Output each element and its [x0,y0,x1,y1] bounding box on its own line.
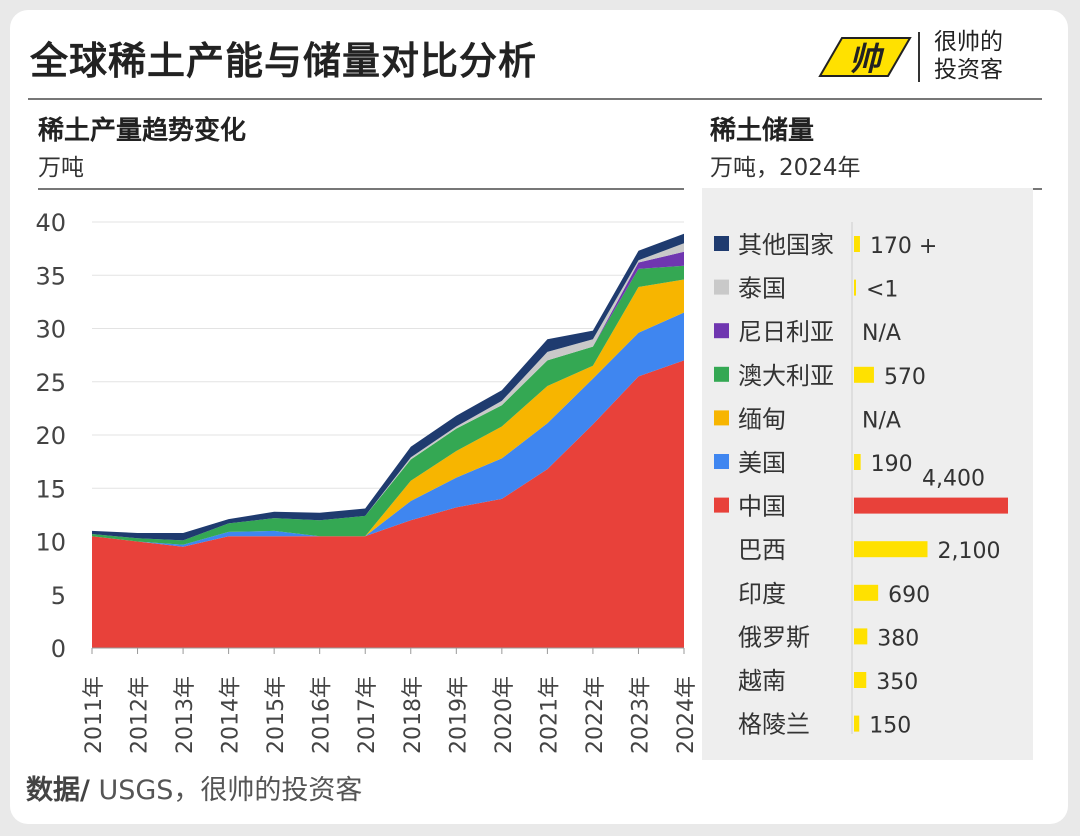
reserve-value-label: N/A [862,321,901,346]
legend-swatch-thailand [714,279,729,295]
legend-swatch-myanmar [714,410,729,426]
reserve-value-label: 2,100 [938,539,1001,564]
right-panel-unit: 万吨，2024年 [710,155,861,181]
reserve-bar [854,236,860,252]
x-tick-label: 2021年 [537,676,562,754]
x-tick-label: 2012年 [128,676,153,754]
reserve-value-label: <1 [866,278,898,303]
reserve-value-label: 190 [871,452,913,477]
reserve-value-label: 350 [876,670,918,695]
x-tick-label: 2024年 [674,676,699,754]
x-tick-label: 2015年 [264,676,289,754]
reserve-value-label: 4,400 [922,467,985,492]
reserve-country-label: 其他国家 [738,231,834,259]
right-panel-title: 稀土储量 [710,116,815,146]
brand-line-1: 很帅的 [934,29,1003,55]
reserve-country-label: 俄罗斯 [738,623,810,651]
reserve-value-label: 380 [877,626,919,651]
reserve-country-label: 美国 [738,449,786,477]
x-tick-label: 2018年 [401,676,426,754]
title-rule [28,98,1042,100]
reserve-bar [854,454,861,470]
y-tick-label: 15 [35,475,66,503]
legend-swatch-china [714,497,729,513]
brand-logo: 帅 很帅的 投资客 [812,26,1042,90]
legend-swatch-australia [714,366,729,382]
page-title: 全球稀土产能与储量对比分析 [30,39,538,83]
x-tick-label: 2022年 [583,676,608,754]
x-tick-label: 2011年 [82,676,107,754]
y-tick-label: 0 [51,635,66,663]
reserve-value-label: 690 [888,583,930,608]
source-note: 数据/ USGS，很帅的投资客 [26,768,362,807]
x-tick-label: 2020年 [492,676,517,754]
source-label: 数据/ [26,775,90,806]
reserve-country-label: 澳大利亚 [738,362,834,390]
source-text: USGS，很帅的投资客 [98,775,363,806]
y-tick-label: 40 [35,209,66,237]
x-tick-label: 2014年 [219,676,244,754]
y-tick-label: 30 [35,316,66,344]
reserve-country-label: 尼日利亚 [738,318,834,346]
brand-emblem-text: 帅 [849,40,885,78]
reserve-bar [854,279,856,296]
area-australia [92,265,684,545]
reserve-bar [854,584,879,601]
brand-emblem-icon: 帅 [818,37,912,78]
reserve-bar [854,715,860,732]
x-tick-label: 2013年 [173,676,198,754]
reserve-country-label: 巴西 [738,536,786,564]
left-panel-title: 稀土产量趋势变化 [38,116,247,146]
area-other [92,233,684,541]
reserve-country-label: 印度 [738,580,786,608]
brand-line-2: 投资客 [934,57,1003,83]
reserve-bar [854,672,867,688]
reserve-bar [854,628,868,645]
reserve-country-label: 缅甸 [738,405,786,433]
area-china [92,360,684,648]
x-tick-label: 2017年 [355,676,380,754]
x-tick-label: 2019年 [446,676,471,754]
reserve-country-label: 中国 [738,493,786,521]
legend-swatch-other [714,236,729,251]
y-tick-label: 20 [35,422,66,450]
reserves-panel-bg [702,188,1033,760]
legend-swatch-usa [714,454,729,469]
left-panel-unit: 万吨 [38,155,84,181]
y-tick-label: 35 [35,262,66,290]
reserve-bar [854,366,874,383]
left-panel-rule [38,188,684,190]
brand-divider [918,32,920,82]
reserve-value-label: 150 [869,714,911,739]
x-tick-label: 2023年 [628,676,653,754]
y-tick-label: 10 [35,529,66,557]
y-tick-label: 25 [35,369,66,397]
area-usa [92,312,684,547]
legend-swatch-nigeria [714,323,729,339]
reserve-country-label: 泰国 [738,275,786,303]
reserve-bar [854,497,1008,514]
reserve-value-label: N/A [862,408,901,433]
reserve-bar [854,541,928,558]
reserve-country-label: 越南 [738,667,786,695]
brand-text: 很帅的 投资客 [934,28,1003,84]
reserve-value-label: 570 [884,365,926,390]
reserve-country-label: 格陵兰 [738,711,810,739]
x-tick-label: 2016年 [310,676,335,754]
y-tick-label: 5 [51,582,66,610]
reserve-value-label: 170 + [870,234,937,259]
